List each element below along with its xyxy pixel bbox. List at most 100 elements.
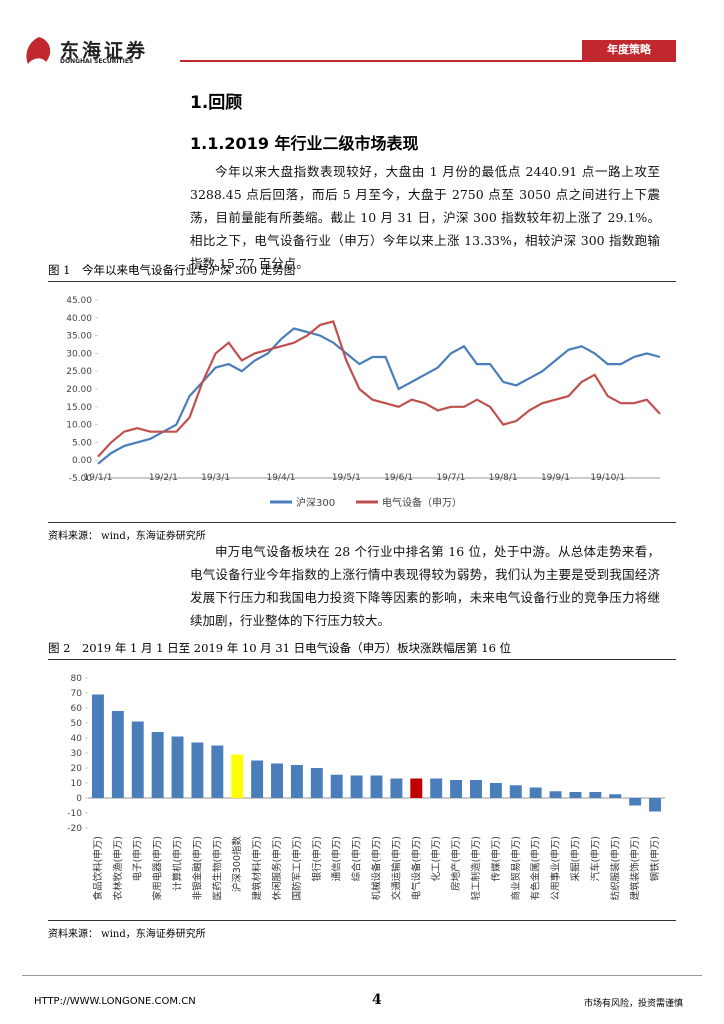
x-tick-label: 农林牧渔(申万): [112, 836, 124, 900]
bar: [589, 792, 602, 798]
bar: [569, 792, 582, 798]
bar: [330, 774, 343, 798]
x-tick-label: 家用电器(申万): [152, 836, 164, 900]
y-tick-label: 0: [76, 794, 82, 804]
x-tick-label: 房地产(申万): [450, 836, 462, 891]
line-chart: -5.00 0.00 5.00 10.00 15.00 20.00 25.00 30.00 35…: [66, 296, 661, 509]
data-line: [97, 320, 661, 458]
data-line: [97, 327, 661, 465]
x-tick-label: 国防军工(申万): [291, 836, 303, 900]
x-tick-label: 电子(申万): [132, 836, 144, 881]
x-tick-label: 19/4/1: [266, 473, 295, 483]
bar: [91, 694, 104, 798]
bar: [549, 791, 562, 798]
legend-label: 电气设备（申万）: [382, 496, 462, 509]
y-tick-label: -5.00: [69, 474, 93, 484]
y-tick-label: 70: [71, 689, 83, 699]
x-tick-label: 非银金融(申万): [191, 836, 203, 900]
bar: [350, 775, 363, 798]
bar: [509, 785, 522, 798]
bar: [111, 711, 124, 798]
y-tick-label: 50: [71, 719, 83, 729]
x-tick-label: 化工(申万): [430, 836, 442, 881]
bar: [430, 778, 443, 798]
x-tick-label: 19/1/1: [84, 473, 113, 483]
bar: [310, 768, 323, 798]
legend-label: 沪深300: [296, 496, 335, 509]
x-tick-label: 计算机(申万): [172, 836, 184, 891]
bar: [529, 787, 542, 798]
header-tag: 年度策略: [582, 40, 676, 60]
bar: [231, 754, 244, 798]
x-tick-label: 银行(申万): [311, 836, 323, 881]
x-tick-label: 通信(申万): [331, 836, 343, 881]
bar: [151, 732, 164, 798]
footer-disclaimer: 市场有风险，投资需谨慎: [584, 999, 684, 1009]
bar: [211, 745, 224, 798]
x-tick-label: 19/5/1: [332, 473, 361, 483]
bar: [271, 763, 283, 798]
bar: [629, 798, 642, 806]
x-tick-label: 19/7/1: [436, 473, 465, 483]
bar: [290, 765, 303, 798]
x-tick-label: 汽车(申万): [589, 836, 601, 881]
x-tick-label: 沪深300指数: [231, 836, 243, 893]
bar: [131, 721, 144, 798]
section-title: 1.回顾: [190, 93, 243, 113]
bar: [171, 736, 184, 798]
x-tick-label: 公用事业(申万): [550, 836, 562, 900]
y-tick-label: 20: [71, 764, 83, 774]
y-tick-label: 40: [71, 734, 83, 744]
x-tick-label: 商业贸易(申万): [510, 836, 522, 900]
y-tick-label: 30: [71, 749, 83, 759]
y-tick-label: 10: [71, 779, 83, 789]
y-tick-label: 25.00: [66, 367, 92, 377]
y-tick-label: 10.00: [66, 421, 92, 431]
x-tick-label: 电气设备(申万): [410, 836, 422, 900]
x-tick-label: 19/9/1: [541, 473, 570, 483]
y-tick-label: 20.00: [66, 385, 92, 395]
y-tick-label: 30.00: [66, 349, 92, 359]
x-tick-label: 传媒(申万): [490, 836, 502, 881]
y-tick-label: -10: [67, 809, 82, 819]
x-tick-label: 19/6/1: [384, 473, 413, 483]
logo-emblem: [26, 37, 51, 64]
bar: [470, 780, 482, 798]
bar: [609, 794, 622, 798]
figure-source: 资料来源： wind，东海证券研究所: [48, 522, 676, 542]
x-tick-label: 建筑装饰(申万): [629, 836, 641, 900]
bar-chart: -20 -10 0 10 20 30 40 50 60 70 80 食品饮料(申万) 农林牧渔(申万) 电…: [67, 674, 665, 900]
x-tick-label: 食品饮料(申万): [92, 836, 104, 900]
bar: [649, 798, 662, 812]
page-number: 4: [372, 992, 382, 1008]
x-tick-label: 机械设备(申万): [371, 836, 383, 900]
logo-english: DONGHAI SECURITIES: [60, 58, 134, 65]
footer-rule: [22, 975, 702, 976]
y-tick-label: 40.00: [66, 314, 92, 324]
bar: [251, 760, 264, 798]
x-tick-label: 纺织服装(申万): [609, 836, 621, 900]
y-tick-label: 15.00: [66, 403, 92, 413]
header-rule: [180, 60, 676, 62]
y-tick-label: 80: [71, 674, 83, 684]
x-tick-label: 钢铁(申万): [649, 836, 661, 881]
paragraph: 今年以来大盘指数表现较好，大盘由 1 月份的最低点 2440.91 点一路上攻至…: [190, 164, 660, 271]
bar: [390, 778, 403, 798]
y-tick-label: -20: [67, 824, 82, 834]
subsection-title: 1.1.2019 年行业二级市场表现: [190, 134, 419, 153]
bar: [410, 778, 423, 798]
x-tick-label: 19/3/1: [201, 473, 230, 483]
figure-source: 资料来源： wind，东海证券研究所: [48, 920, 676, 940]
x-tick-label: 休闲服务(申万): [271, 836, 283, 900]
bar: [489, 783, 502, 798]
x-tick-label: 医药生物(申万): [211, 836, 223, 900]
x-tick-label: 19/2/1: [149, 473, 178, 483]
x-tick-label: 采掘(申万): [569, 836, 581, 881]
y-tick-label: 5.00: [72, 438, 92, 448]
paragraph: 申万电气设备板块在 28 个行业中排名第 16 位，处于中游。从总体走势来看，电…: [190, 544, 660, 628]
x-tick-label: 19/10/1: [590, 473, 625, 483]
bar: [191, 742, 204, 798]
x-tick-label: 综合(申万): [351, 836, 363, 881]
y-tick-label: 60: [71, 704, 83, 714]
